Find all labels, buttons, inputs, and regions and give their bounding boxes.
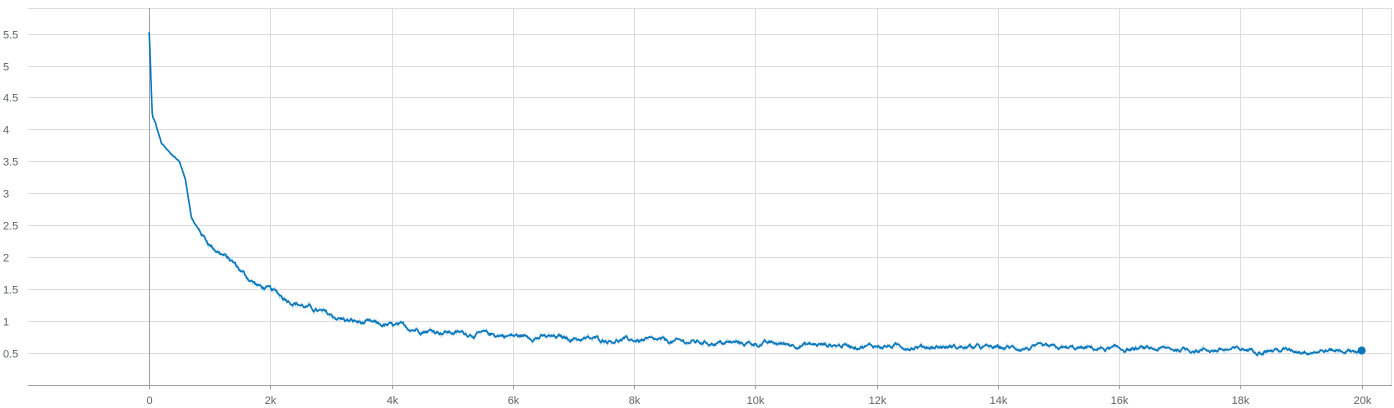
- x-tick-label: 12k: [869, 395, 887, 407]
- axes: [28, 385, 1392, 389]
- y-tick-label: 0.5: [3, 349, 18, 361]
- y-tick-label: 5: [3, 62, 9, 74]
- y-tick-label: 1.5: [3, 285, 18, 297]
- series-layer: [148, 32, 1366, 356]
- y-tick-label: 2: [3, 253, 9, 265]
- x-tick-label: 18k: [1232, 395, 1250, 407]
- series-line: [148, 32, 1362, 356]
- y-tick-label: 4: [3, 125, 9, 137]
- x-grid-lines: [148, 8, 1392, 385]
- x-tick-label: 4k: [387, 395, 399, 407]
- y-grid-lines: [28, 8, 1392, 354]
- y-tick-label: 3.5: [3, 157, 18, 169]
- x-tick-label: 14k: [990, 395, 1008, 407]
- y-tick-label: 5.5: [3, 30, 18, 42]
- y-tick-labels: 0.5 1 1.5 2 2.5 3 3.5 4 4.5 5 5.5: [3, 30, 18, 361]
- x-tick-label: 20k: [1354, 395, 1372, 407]
- y-tick-label: 1: [3, 317, 9, 329]
- y-tick-label: 3: [3, 189, 9, 201]
- series-end-point[interactable]: [1357, 346, 1366, 355]
- x-tick-label: 6k: [508, 395, 520, 407]
- x-tick-label: 2k: [265, 395, 277, 407]
- x-tick-label: 8k: [629, 395, 641, 407]
- y-tick-label: 2.5: [3, 221, 18, 233]
- y-tick-label: 4.5: [3, 93, 18, 105]
- x-tick-label: 0: [146, 395, 152, 407]
- x-tick-label: 10k: [747, 395, 765, 407]
- x-tick-labels: 0 2k 4k 6k 8k 10k 12k 14k 16k 18k 20k: [146, 395, 1371, 407]
- x-tick-label: 16k: [1111, 395, 1129, 407]
